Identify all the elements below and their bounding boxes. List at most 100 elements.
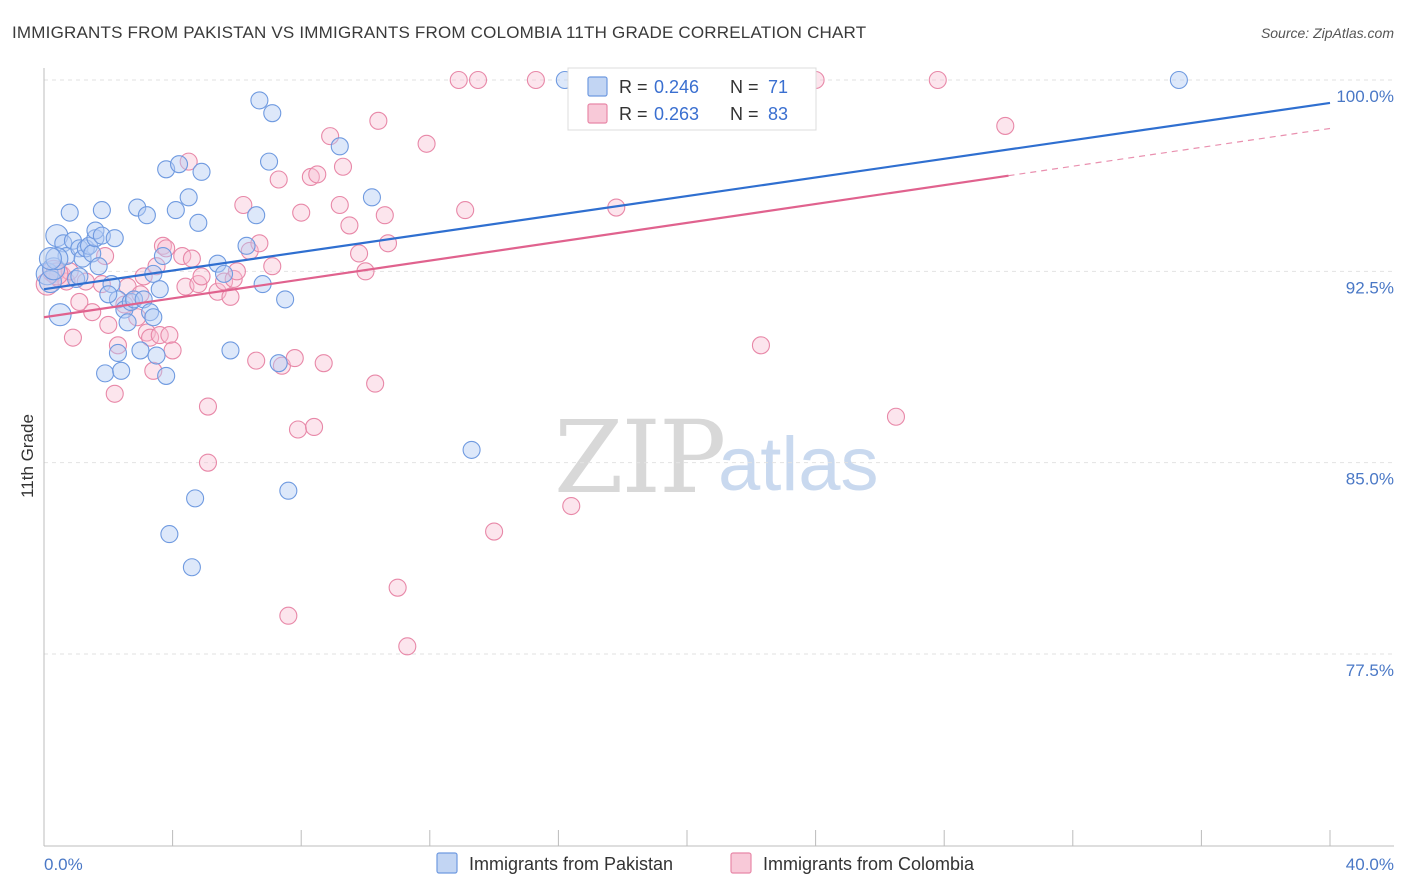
point-colombia — [751, 336, 770, 355]
point-pakistan — [141, 303, 160, 322]
point-pakistan — [38, 247, 62, 271]
point-pakistan — [279, 481, 298, 500]
point-pakistan — [179, 188, 198, 207]
point-colombia — [279, 606, 298, 625]
point-colombia — [269, 170, 288, 189]
point-pakistan — [237, 236, 256, 255]
point-colombia — [234, 195, 253, 215]
point-pakistan — [214, 264, 234, 283]
point-pakistan — [150, 280, 169, 299]
point-colombia — [417, 134, 436, 153]
point-colombia — [198, 397, 218, 416]
point-pakistan — [112, 361, 131, 380]
legend-r-value-pakistan: 0.246 — [654, 77, 699, 97]
point-colombia — [70, 292, 89, 311]
point-pakistan — [189, 213, 208, 232]
chart-source: Source: ZipAtlas.com — [1261, 25, 1394, 41]
y-tick-label: 77.5% — [1346, 661, 1394, 680]
point-pakistan — [153, 246, 173, 266]
point-pakistan — [330, 137, 349, 156]
point-colombia — [449, 70, 468, 90]
point-colombia — [996, 116, 1015, 135]
point-pakistan — [169, 155, 189, 174]
point-colombia — [562, 496, 581, 516]
bottom-legend: Immigrants from Pakistan Immigrants from… — [436, 852, 975, 874]
point-pakistan — [221, 341, 240, 360]
point-colombia — [105, 384, 124, 403]
point-colombia — [263, 257, 282, 276]
point-colombia — [398, 637, 417, 656]
watermark-zip: ZIP — [554, 399, 724, 516]
y-tick-label: 100.0% — [1336, 87, 1394, 106]
point-colombia — [63, 328, 82, 347]
point-pakistan — [259, 152, 279, 171]
point-colombia — [366, 374, 385, 393]
point-colombia — [330, 195, 349, 215]
legend-frame — [567, 67, 817, 131]
trend-line-colombia-extension — [1008, 127, 1331, 177]
point-colombia — [192, 267, 211, 286]
point-colombia — [308, 165, 327, 184]
chart-title: IMMIGRANTS FROM PAKISTAN VS IMMIGRANTS F… — [12, 23, 866, 42]
point-pakistan — [192, 162, 211, 181]
bottom-legend-label-colombia: Immigrants from Colombia — [763, 854, 975, 874]
bottom-legend-swatch-pakistan — [436, 852, 458, 874]
point-colombia — [99, 315, 118, 334]
point-pakistan — [99, 285, 118, 304]
point-pakistan — [1169, 70, 1188, 90]
legend-n-label-pakistan: N = — [730, 77, 759, 97]
point-colombia — [198, 453, 218, 472]
legend-swatch-pakistan — [587, 76, 608, 97]
point-pakistan — [160, 525, 179, 544]
point-colombia — [285, 349, 304, 368]
point-colombia — [485, 522, 504, 541]
point-colombia — [150, 326, 169, 345]
point-pakistan — [362, 188, 381, 207]
bottom-legend-label-pakistan: Immigrants from Pakistan — [469, 854, 673, 874]
point-colombia — [305, 417, 324, 437]
point-pakistan — [247, 206, 266, 225]
point-pakistan — [147, 346, 166, 365]
legend-n-value-pakistan: 71 — [768, 77, 788, 97]
point-pakistan — [128, 198, 147, 217]
point-pakistan — [137, 206, 156, 225]
point-pakistan — [89, 257, 108, 276]
legend-swatch-colombia — [587, 103, 608, 124]
point-colombia — [378, 234, 398, 253]
point-pakistan — [60, 203, 79, 222]
point-colombia — [292, 203, 311, 222]
watermark-atlas: atlas — [718, 422, 879, 507]
legend-n-value-colombia: 83 — [768, 104, 788, 124]
point-colombia — [340, 216, 359, 235]
point-pakistan — [144, 308, 163, 327]
y-axis-label: 11th Grade — [18, 414, 37, 498]
legend-n-label-colombia: N = — [730, 104, 759, 124]
point-colombia — [456, 201, 475, 220]
point-pakistan — [92, 201, 111, 220]
point-pakistan — [45, 247, 69, 271]
legend-r-label-colombia: R = — [619, 104, 648, 124]
point-pakistan — [108, 343, 127, 363]
point-colombia — [369, 111, 388, 130]
legend-box: R = 0.246 N = 71 R = 0.263 N = 83 — [567, 67, 817, 131]
point-colombia — [468, 70, 488, 90]
point-colombia — [333, 157, 353, 176]
point-colombia — [388, 578, 407, 597]
x-tick-label-max: 40.0% — [1346, 855, 1394, 874]
point-pakistan — [105, 229, 124, 248]
point-colombia — [108, 336, 127, 355]
point-colombia — [350, 244, 369, 263]
y-tick-labels: 100.0% 92.5% 85.0% 77.5% — [1336, 87, 1394, 680]
x-tick-label-min: 0.0% — [44, 855, 83, 874]
legend-r-label-pakistan: R = — [619, 77, 648, 97]
point-colombia — [928, 70, 947, 90]
point-colombia — [288, 420, 308, 439]
point-pakistan — [263, 104, 282, 123]
point-pakistan — [182, 558, 201, 577]
point-colombia — [153, 236, 173, 255]
point-pakistan — [131, 341, 150, 360]
point-pakistan — [269, 354, 288, 373]
point-colombia — [886, 407, 906, 426]
point-colombia — [221, 287, 240, 306]
